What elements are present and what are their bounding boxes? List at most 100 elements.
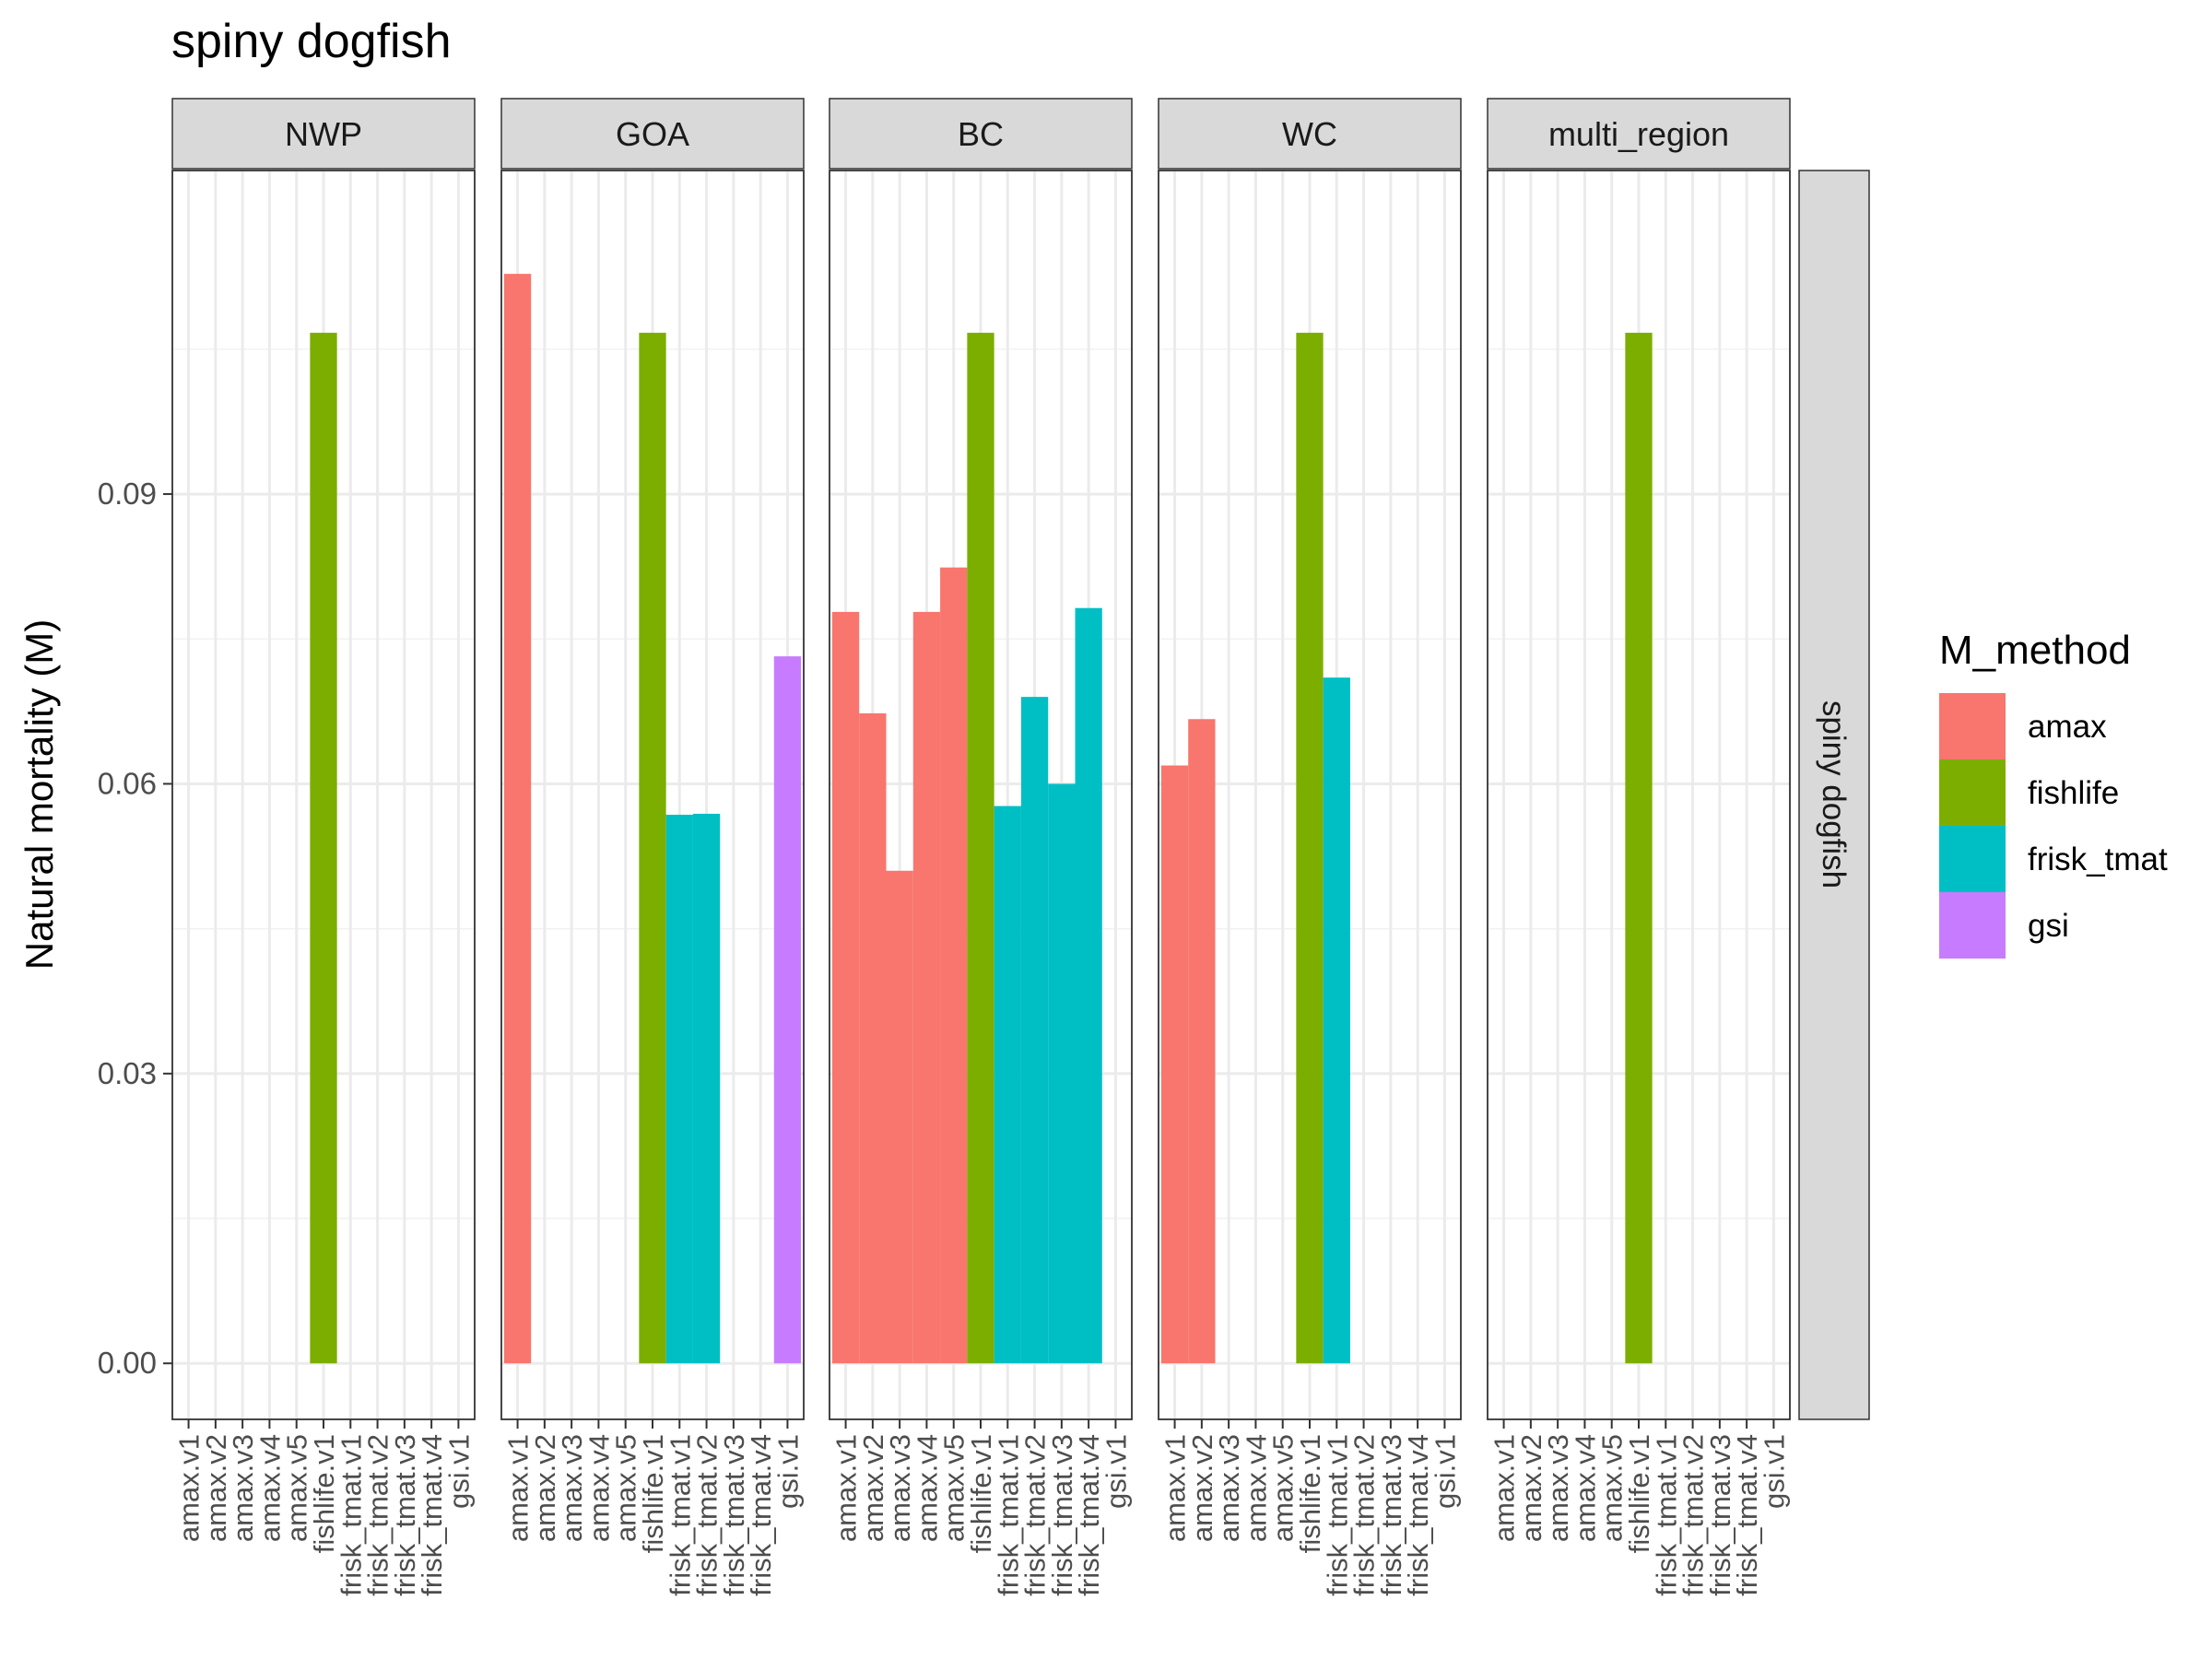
x-tick-label: fishlife.v1 [1294, 1434, 1326, 1553]
x-tick-label: gsi.v1 [1100, 1434, 1132, 1509]
x-tick-label: amax.v1 [502, 1434, 535, 1542]
x-tick-label: frisk_tmat.v2 [362, 1434, 394, 1596]
x-tick-label: amax.v4 [1569, 1434, 1601, 1542]
x-tick-label: amax.v3 [556, 1434, 588, 1542]
panel-strip-label: NWP [285, 115, 362, 153]
bar-WC-fishlife-v1 [1296, 333, 1324, 1364]
x-tick-label: frisk_tmat.v3 [1704, 1434, 1736, 1596]
panel-strip-label: GOA [616, 115, 689, 153]
facet-panels: NWPamax.v1amax.v2amax.v3amax.v4amax.v5fi… [171, 98, 1791, 1596]
legend-label: fishlife [2028, 775, 2119, 811]
bar-BC-amax-v4 [912, 611, 941, 1364]
x-tick-label: frisk_tmat.v1 [1650, 1434, 1682, 1596]
chart-title: spiny dogfish [171, 15, 452, 68]
x-tick-label: frisk_tmat.v4 [1731, 1434, 1763, 1596]
bar-GOA-frisk-tmat-v1 [665, 814, 693, 1364]
x-tick-label: gsi.v1 [771, 1434, 804, 1509]
panel-strip [1487, 98, 1791, 170]
x-tick-label: frisk_tmat.v1 [992, 1434, 1024, 1596]
bar-multi-region-fishlife-v1 [1625, 333, 1653, 1364]
x-tick-label: gsi.v1 [1758, 1434, 1790, 1509]
x-tick-label: frisk_tmat.v2 [691, 1434, 724, 1596]
x-tick-label: fishlife.v1 [637, 1434, 669, 1553]
x-tick-label: amax.v2 [529, 1434, 561, 1542]
bar-BC-fishlife-v1 [967, 333, 994, 1364]
x-tick-label: amax.v3 [1542, 1434, 1574, 1542]
row-strip: spiny dogfish [1798, 170, 1870, 1420]
x-tick-label: amax.v4 [911, 1434, 943, 1542]
panel-strip [500, 98, 805, 170]
x-tick-label: amax.v4 [582, 1434, 615, 1542]
x-tick-label: amax.v3 [227, 1434, 259, 1542]
bar-GOA-gsi-v1 [773, 656, 802, 1364]
x-tick-label: amax.v5 [1267, 1434, 1300, 1542]
panel-multi-region: multi_region amax.v1amax.v2amax.v3amax.v4… [1487, 98, 1791, 1596]
bar-WC-amax-v1 [1160, 765, 1189, 1364]
bar-GOA-fishlife-v1 [639, 333, 666, 1364]
bar-BC-amax-v1 [831, 611, 860, 1364]
x-tick-label: amax.v1 [173, 1434, 206, 1542]
x-tick-label: fishlife.v1 [965, 1434, 997, 1553]
legend-key-gsi [1939, 892, 2006, 959]
panel-strip [171, 98, 476, 170]
panel-WC: WC amax.v1amax.v2amax.v3amax.v4amax.v5fis… [1158, 98, 1462, 1596]
bar-BC-frisk-tmat-v4 [1075, 607, 1102, 1364]
x-tick-label: amax.v1 [1488, 1434, 1521, 1542]
x-tick-label: amax.v2 [1186, 1434, 1218, 1542]
x-tick-label: amax.v4 [1240, 1434, 1272, 1542]
x-tick-label: frisk_tmat.v4 [1073, 1434, 1105, 1596]
x-tick-label: amax.v2 [200, 1434, 232, 1542]
x-tick-label: frisk_tmat.v1 [664, 1434, 696, 1596]
legend-title: M_method [1939, 628, 2131, 673]
y-axis-label: Natural mortality (M) [18, 619, 61, 970]
x-tick-label: amax.v4 [253, 1434, 286, 1542]
x-tick-label: amax.v1 [1159, 1434, 1192, 1542]
legend-label: frisk_tmat [2028, 841, 2168, 877]
row-strip-label: spiny dogfish [1816, 700, 1852, 888]
panel-strip-label: BC [958, 115, 1004, 153]
x-tick-label: amax.v2 [1515, 1434, 1547, 1542]
bar-WC-frisk-tmat-v1 [1323, 677, 1350, 1364]
legend-key-frisk-tmat [1939, 826, 2006, 892]
x-tick-label: amax.v5 [938, 1434, 971, 1542]
bar-WC-amax-v2 [1188, 719, 1216, 1364]
row-strip-box [1798, 170, 1870, 1420]
x-tick-label: frisk_tmat.v1 [1321, 1434, 1353, 1596]
x-tick-label: amax.v3 [884, 1434, 916, 1542]
x-tick-label: amax.v5 [610, 1434, 642, 1542]
bar-BC-frisk-tmat-v1 [994, 806, 1021, 1364]
panel-NWP: NWP amax.v1amax.v2amax.v3amax.v4amax.v5fi… [171, 98, 476, 1596]
panel-GOA: GOA amax.v1amax.v2amax.v3amax.v4amax.v5fi… [500, 98, 805, 1596]
panel-strip-label: WC [1282, 115, 1337, 153]
bar-BC-amax-v2 [859, 712, 887, 1364]
x-tick-label: frisk_tmat.v4 [416, 1434, 448, 1596]
bar-BC-frisk-tmat-v3 [1048, 783, 1076, 1364]
x-tick-label: frisk_tmat.v4 [745, 1434, 777, 1596]
x-tick-label: frisk_tmat.v2 [1348, 1434, 1381, 1596]
panel-BC: BC amax.v1amax.v2amax.v3amax.v4amax.v5fis… [829, 98, 1133, 1596]
bar-BC-amax-v3 [886, 870, 913, 1364]
legend-label: amax [2028, 709, 2107, 745]
y-tick-label: 0.03 [98, 1056, 157, 1090]
x-tick-label: frisk_tmat.v4 [1402, 1434, 1434, 1596]
x-tick-label: amax.v5 [1596, 1434, 1629, 1542]
x-tick-label: amax.v3 [1213, 1434, 1245, 1542]
x-tick-label: gsi.v1 [442, 1434, 475, 1509]
bar-GOA-frisk-tmat-v2 [692, 813, 721, 1364]
x-tick-label: frisk_tmat.v3 [389, 1434, 421, 1596]
x-tick-label: frisk_tmat.v1 [335, 1434, 367, 1596]
x-tick-label: gsi.v1 [1429, 1434, 1461, 1509]
legend-key-amax [1939, 693, 2006, 759]
bar-NWP-fishlife-v1 [310, 333, 337, 1364]
legend-label: gsi [2028, 908, 2069, 944]
bar-BC-frisk-tmat-v2 [1020, 697, 1049, 1364]
x-tick-label: amax.v2 [857, 1434, 889, 1542]
y-tick-label: 0.09 [98, 477, 157, 511]
bar-GOA-amax-v1 [503, 274, 532, 1364]
x-tick-label: frisk_tmat.v3 [718, 1434, 750, 1596]
x-tick-label: fishlife.v1 [1623, 1434, 1655, 1553]
bar-BC-amax-v5 [940, 567, 968, 1364]
y-axis: 0.00 0.03 0.06 0.09 [98, 477, 172, 1380]
